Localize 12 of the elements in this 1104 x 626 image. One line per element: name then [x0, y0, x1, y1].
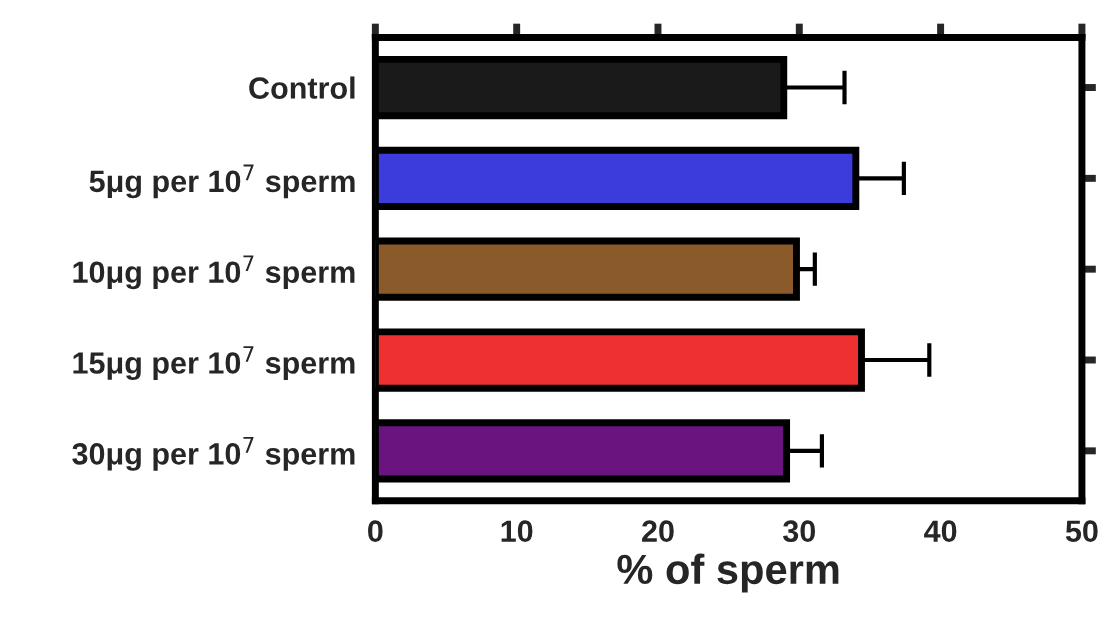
- y-tick-label: 30μg per 10$^{7}$ sperm: [72, 437, 355, 471]
- x-tick-label: 50: [1065, 520, 1098, 542]
- y-tick-label: 15μg per 10$^{7}$ sperm: [73, 346, 355, 381]
- y-tick-label: 5μg per 10$^{7}$ sperm: [89, 164, 355, 199]
- x-tick-label: 40: [924, 520, 957, 542]
- x-tick-label: 20: [642, 520, 674, 542]
- y-tick-label: Control: [249, 76, 355, 99]
- x-tick-label: 30: [783, 520, 816, 543]
- y-tick-label: 10μg per 10$^{7}$ sperm: [73, 255, 355, 290]
- x-axis-title: % of sperm: [617, 553, 839, 593]
- x-tick-label: 10: [501, 520, 533, 542]
- x-tick-label: 0: [368, 520, 383, 542]
